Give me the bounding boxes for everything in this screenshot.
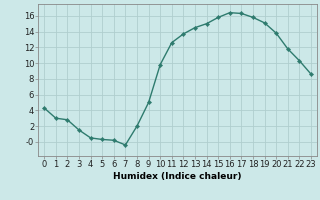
X-axis label: Humidex (Indice chaleur): Humidex (Indice chaleur)	[113, 172, 242, 181]
